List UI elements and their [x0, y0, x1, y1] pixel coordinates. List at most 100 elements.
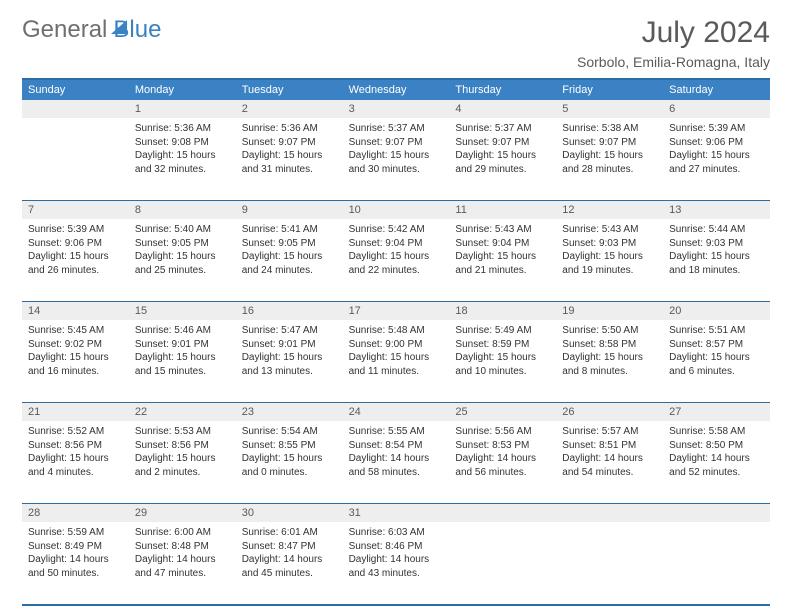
day-cell: Sunrise: 5:45 AMSunset: 9:02 PMDaylight:… [22, 320, 129, 402]
day-number: 26 [556, 403, 663, 421]
sunrise-text: Sunrise: 5:37 AM [349, 122, 444, 136]
daylight-text: Daylight: 14 hours and 58 minutes. [349, 452, 444, 479]
sunset-text: Sunset: 8:57 PM [669, 338, 764, 352]
header: General Blue July 2024 Sorbolo, Emilia-R… [22, 16, 770, 70]
daynum-row: 123456 [22, 100, 770, 118]
day-number: 9 [236, 201, 343, 219]
day-number: 18 [449, 302, 556, 320]
sunset-text: Sunset: 8:58 PM [562, 338, 657, 352]
sunset-text: Sunset: 9:01 PM [135, 338, 230, 352]
daylight-text: Daylight: 14 hours and 45 minutes. [242, 553, 337, 580]
day-number [449, 504, 556, 522]
sunrise-text: Sunrise: 5:55 AM [349, 425, 444, 439]
day-number: 13 [663, 201, 770, 219]
sunrise-text: Sunrise: 6:03 AM [349, 526, 444, 540]
sunrise-text: Sunrise: 6:01 AM [242, 526, 337, 540]
week-row: Sunrise: 5:36 AMSunset: 9:08 PMDaylight:… [22, 118, 770, 200]
day-cell: Sunrise: 6:03 AMSunset: 8:46 PMDaylight:… [343, 522, 450, 604]
daylight-text: Daylight: 15 hours and 16 minutes. [28, 351, 123, 378]
sunset-text: Sunset: 9:07 PM [349, 136, 444, 150]
day-cell: Sunrise: 5:43 AMSunset: 9:04 PMDaylight:… [449, 219, 556, 301]
week-row: Sunrise: 5:39 AMSunset: 9:06 PMDaylight:… [22, 219, 770, 301]
sunrise-text: Sunrise: 5:43 AM [455, 223, 550, 237]
day-cell [449, 522, 556, 604]
sunset-text: Sunset: 9:03 PM [669, 237, 764, 251]
day-number: 31 [343, 504, 450, 522]
day-cell: Sunrise: 5:58 AMSunset: 8:50 PMDaylight:… [663, 421, 770, 503]
week-row: Sunrise: 5:52 AM Sunset: 8:56 PM Daylight:… [22, 421, 770, 503]
location-label: Sorbolo, Emilia-Romagna, Italy [577, 54, 770, 70]
day-number: 4 [449, 100, 556, 118]
day-cell: Sunrise: 5:57 AMSunset: 8:51 PMDaylight:… [556, 421, 663, 503]
sunset-text: Sunset: 9:07 PM [455, 136, 550, 150]
sunset-text: Sunset: 8:46 PM [349, 540, 444, 554]
day-cell: Sunrise: 6:01 AMSunset: 8:47 PMDaylight:… [236, 522, 343, 604]
sunrise-text: Sunrise: 5:47 AM [242, 324, 337, 338]
daylight-text: Daylight: 15 hours and 19 minutes. [562, 250, 657, 277]
day-cell: Sunrise: 5:41 AMSunset: 9:05 PMDaylight:… [236, 219, 343, 301]
dow-monday: Monday [129, 80, 236, 100]
sunrise-text: Sunrise: 5:36 AM [135, 122, 230, 136]
dow-header-row: Sunday Monday Tuesday Wednesday Thursday… [22, 80, 770, 100]
day-cell: Sunrise: 5:55 AMSunset: 8:54 PMDaylight:… [343, 421, 450, 503]
day-number: 11 [449, 201, 556, 219]
dow-sunday: Sunday [22, 80, 129, 100]
sunrise-text: Sunrise: 5:52 AM [28, 425, 123, 439]
day-cell: Sunrise: 5:48 AMSunset: 9:00 PMDaylight:… [343, 320, 450, 402]
sunset-text: Sunset: 8:56 PM [135, 439, 230, 453]
day-number: 29 [129, 504, 236, 522]
dow-friday: Friday [556, 80, 663, 100]
sunset-text: Sunset: 9:02 PM [28, 338, 123, 352]
dow-wednesday: Wednesday [343, 80, 450, 100]
day-number [556, 504, 663, 522]
day-cell: Sunrise: 5:42 AMSunset: 9:04 PMDaylight:… [343, 219, 450, 301]
sunrise-text: Sunrise: 5:36 AM [242, 122, 337, 136]
sunrise-text: Sunrise: 5:49 AM [455, 324, 550, 338]
daylight-text: Daylight: 15 hours and 11 minutes. [349, 351, 444, 378]
daynum-row: 28293031 [22, 503, 770, 522]
day-number: 12 [556, 201, 663, 219]
day-number: 25 [449, 403, 556, 421]
daylight-text: Daylight: 14 hours and 56 minutes. [455, 452, 550, 479]
sunrise-text: Sunrise: 5:53 AM [135, 425, 230, 439]
daylight-text: Daylight: 15 hours and 8 minutes. [562, 351, 657, 378]
day-number: 3 [343, 100, 450, 118]
day-number: 16 [236, 302, 343, 320]
daylight-text: Daylight: 15 hours and 0 minutes. [242, 452, 337, 479]
day-cell: Sunrise: 5:43 AMSunset: 9:03 PMDaylight:… [556, 219, 663, 301]
sunrise-text: Sunrise: 5:39 AM [669, 122, 764, 136]
sunset-text: Sunset: 9:00 PM [349, 338, 444, 352]
sunset-text: Sunset: 9:07 PM [562, 136, 657, 150]
day-cell [22, 118, 129, 200]
calendar: Sunday Monday Tuesday Wednesday Thursday… [22, 78, 770, 606]
daylight-text: Daylight: 15 hours and 31 minutes. [242, 149, 337, 176]
daylight-text: Daylight: 15 hours and 26 minutes. [28, 250, 123, 277]
daylight-text: Daylight: 14 hours and 47 minutes. [135, 553, 230, 580]
sunrise-text: Sunrise: 5:38 AM [562, 122, 657, 136]
day-number: 15 [129, 302, 236, 320]
sunrise-text: Sunrise: 5:50 AM [562, 324, 657, 338]
sunset-text: Sunset: 8:51 PM [562, 439, 657, 453]
daylight-text: Daylight: 15 hours and 24 minutes. [242, 250, 337, 277]
sunset-text: Sunset: 9:06 PM [669, 136, 764, 150]
sunrise-text: Sunrise: 5:48 AM [349, 324, 444, 338]
day-number: 30 [236, 504, 343, 522]
day-number: 7 [22, 201, 129, 219]
day-number: 21 [22, 403, 129, 421]
sunrise-text: Sunrise: 6:00 AM [135, 526, 230, 540]
day-number [22, 100, 129, 118]
sunset-text: Sunset: 9:06 PM [28, 237, 123, 251]
day-number: 24 [343, 403, 450, 421]
day-cell [556, 522, 663, 604]
day-cell: Sunrise: 5:44 AMSunset: 9:03 PMDaylight:… [663, 219, 770, 301]
sunset-text: Sunset: 8:54 PM [349, 439, 444, 453]
day-cell: Sunrise: 5:54 AMSunset: 8:55 PMDaylight:… [236, 421, 343, 503]
sunset-text: Sunset: 9:04 PM [455, 237, 550, 251]
day-number: 14 [22, 302, 129, 320]
sunset-text: Sunset: 8:55 PM [242, 439, 337, 453]
day-number: 5 [556, 100, 663, 118]
sunset-text: Sunset: 9:04 PM [349, 237, 444, 251]
brand-part2: Blue [113, 16, 161, 44]
day-number: 2 [236, 100, 343, 118]
daylight-text: Daylight: 15 hours and 6 minutes. [669, 351, 764, 378]
